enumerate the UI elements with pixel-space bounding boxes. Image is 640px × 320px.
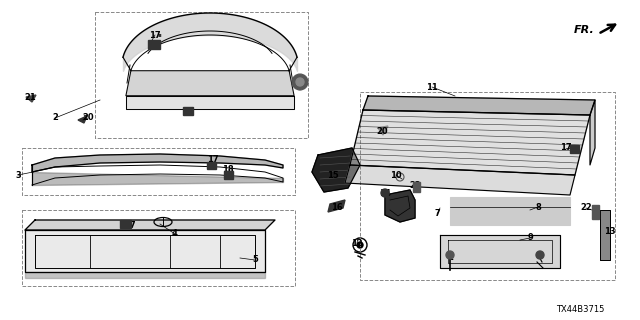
Polygon shape [25, 230, 265, 272]
Text: 17: 17 [149, 30, 161, 39]
Bar [224, 171, 233, 179]
Circle shape [381, 189, 389, 197]
Polygon shape [378, 126, 388, 135]
Bar [413, 182, 420, 192]
Text: 13: 13 [604, 228, 616, 236]
Polygon shape [25, 272, 265, 278]
Polygon shape [78, 116, 87, 123]
Text: 18: 18 [222, 165, 234, 174]
Circle shape [536, 251, 544, 259]
Bar [183, 107, 193, 115]
Polygon shape [32, 154, 283, 172]
Text: 19: 19 [182, 108, 194, 116]
Polygon shape [350, 110, 590, 175]
Circle shape [292, 74, 308, 90]
Circle shape [296, 78, 304, 86]
Text: ▪: ▪ [157, 32, 161, 37]
FancyArrowPatch shape [84, 116, 86, 118]
Polygon shape [26, 95, 36, 102]
Bar [450, 197, 570, 225]
Text: 10: 10 [390, 171, 402, 180]
Polygon shape [345, 165, 575, 195]
Text: 22: 22 [409, 180, 421, 189]
Text: 15: 15 [327, 171, 339, 180]
Polygon shape [363, 96, 595, 115]
Text: 9: 9 [527, 234, 533, 243]
Polygon shape [440, 235, 560, 268]
Bar [120, 220, 131, 228]
Bar [600, 210, 610, 260]
Text: TX44B3715: TX44B3715 [556, 306, 604, 315]
Polygon shape [590, 100, 595, 165]
Polygon shape [312, 148, 360, 192]
Text: 2: 2 [52, 114, 58, 123]
Text: 7: 7 [434, 210, 440, 219]
Text: 17: 17 [560, 143, 572, 153]
Bar [592, 205, 599, 219]
Circle shape [357, 242, 363, 248]
Text: 5: 5 [252, 255, 258, 265]
Text: 12: 12 [351, 238, 363, 247]
Text: 20: 20 [82, 114, 94, 123]
Polygon shape [385, 190, 415, 222]
Bar [570, 145, 579, 153]
Polygon shape [328, 200, 345, 212]
Text: 17: 17 [207, 156, 219, 164]
Polygon shape [126, 96, 294, 109]
Circle shape [446, 251, 454, 259]
Bar [207, 162, 216, 169]
Text: 11: 11 [426, 83, 438, 92]
Text: 1: 1 [447, 253, 453, 262]
Text: 6: 6 [300, 77, 306, 86]
Text: 8: 8 [535, 203, 541, 212]
Text: 14: 14 [379, 188, 391, 197]
Text: 4: 4 [172, 229, 178, 238]
Polygon shape [25, 220, 275, 230]
Text: 16: 16 [331, 203, 343, 212]
Bar [148, 40, 160, 49]
Text: 21: 21 [24, 93, 36, 102]
Text: FR.: FR. [574, 25, 595, 35]
Polygon shape [126, 71, 294, 96]
Text: 20: 20 [376, 126, 388, 135]
Text: 17: 17 [124, 221, 136, 230]
Text: 3: 3 [15, 171, 21, 180]
Text: 22: 22 [580, 204, 592, 212]
